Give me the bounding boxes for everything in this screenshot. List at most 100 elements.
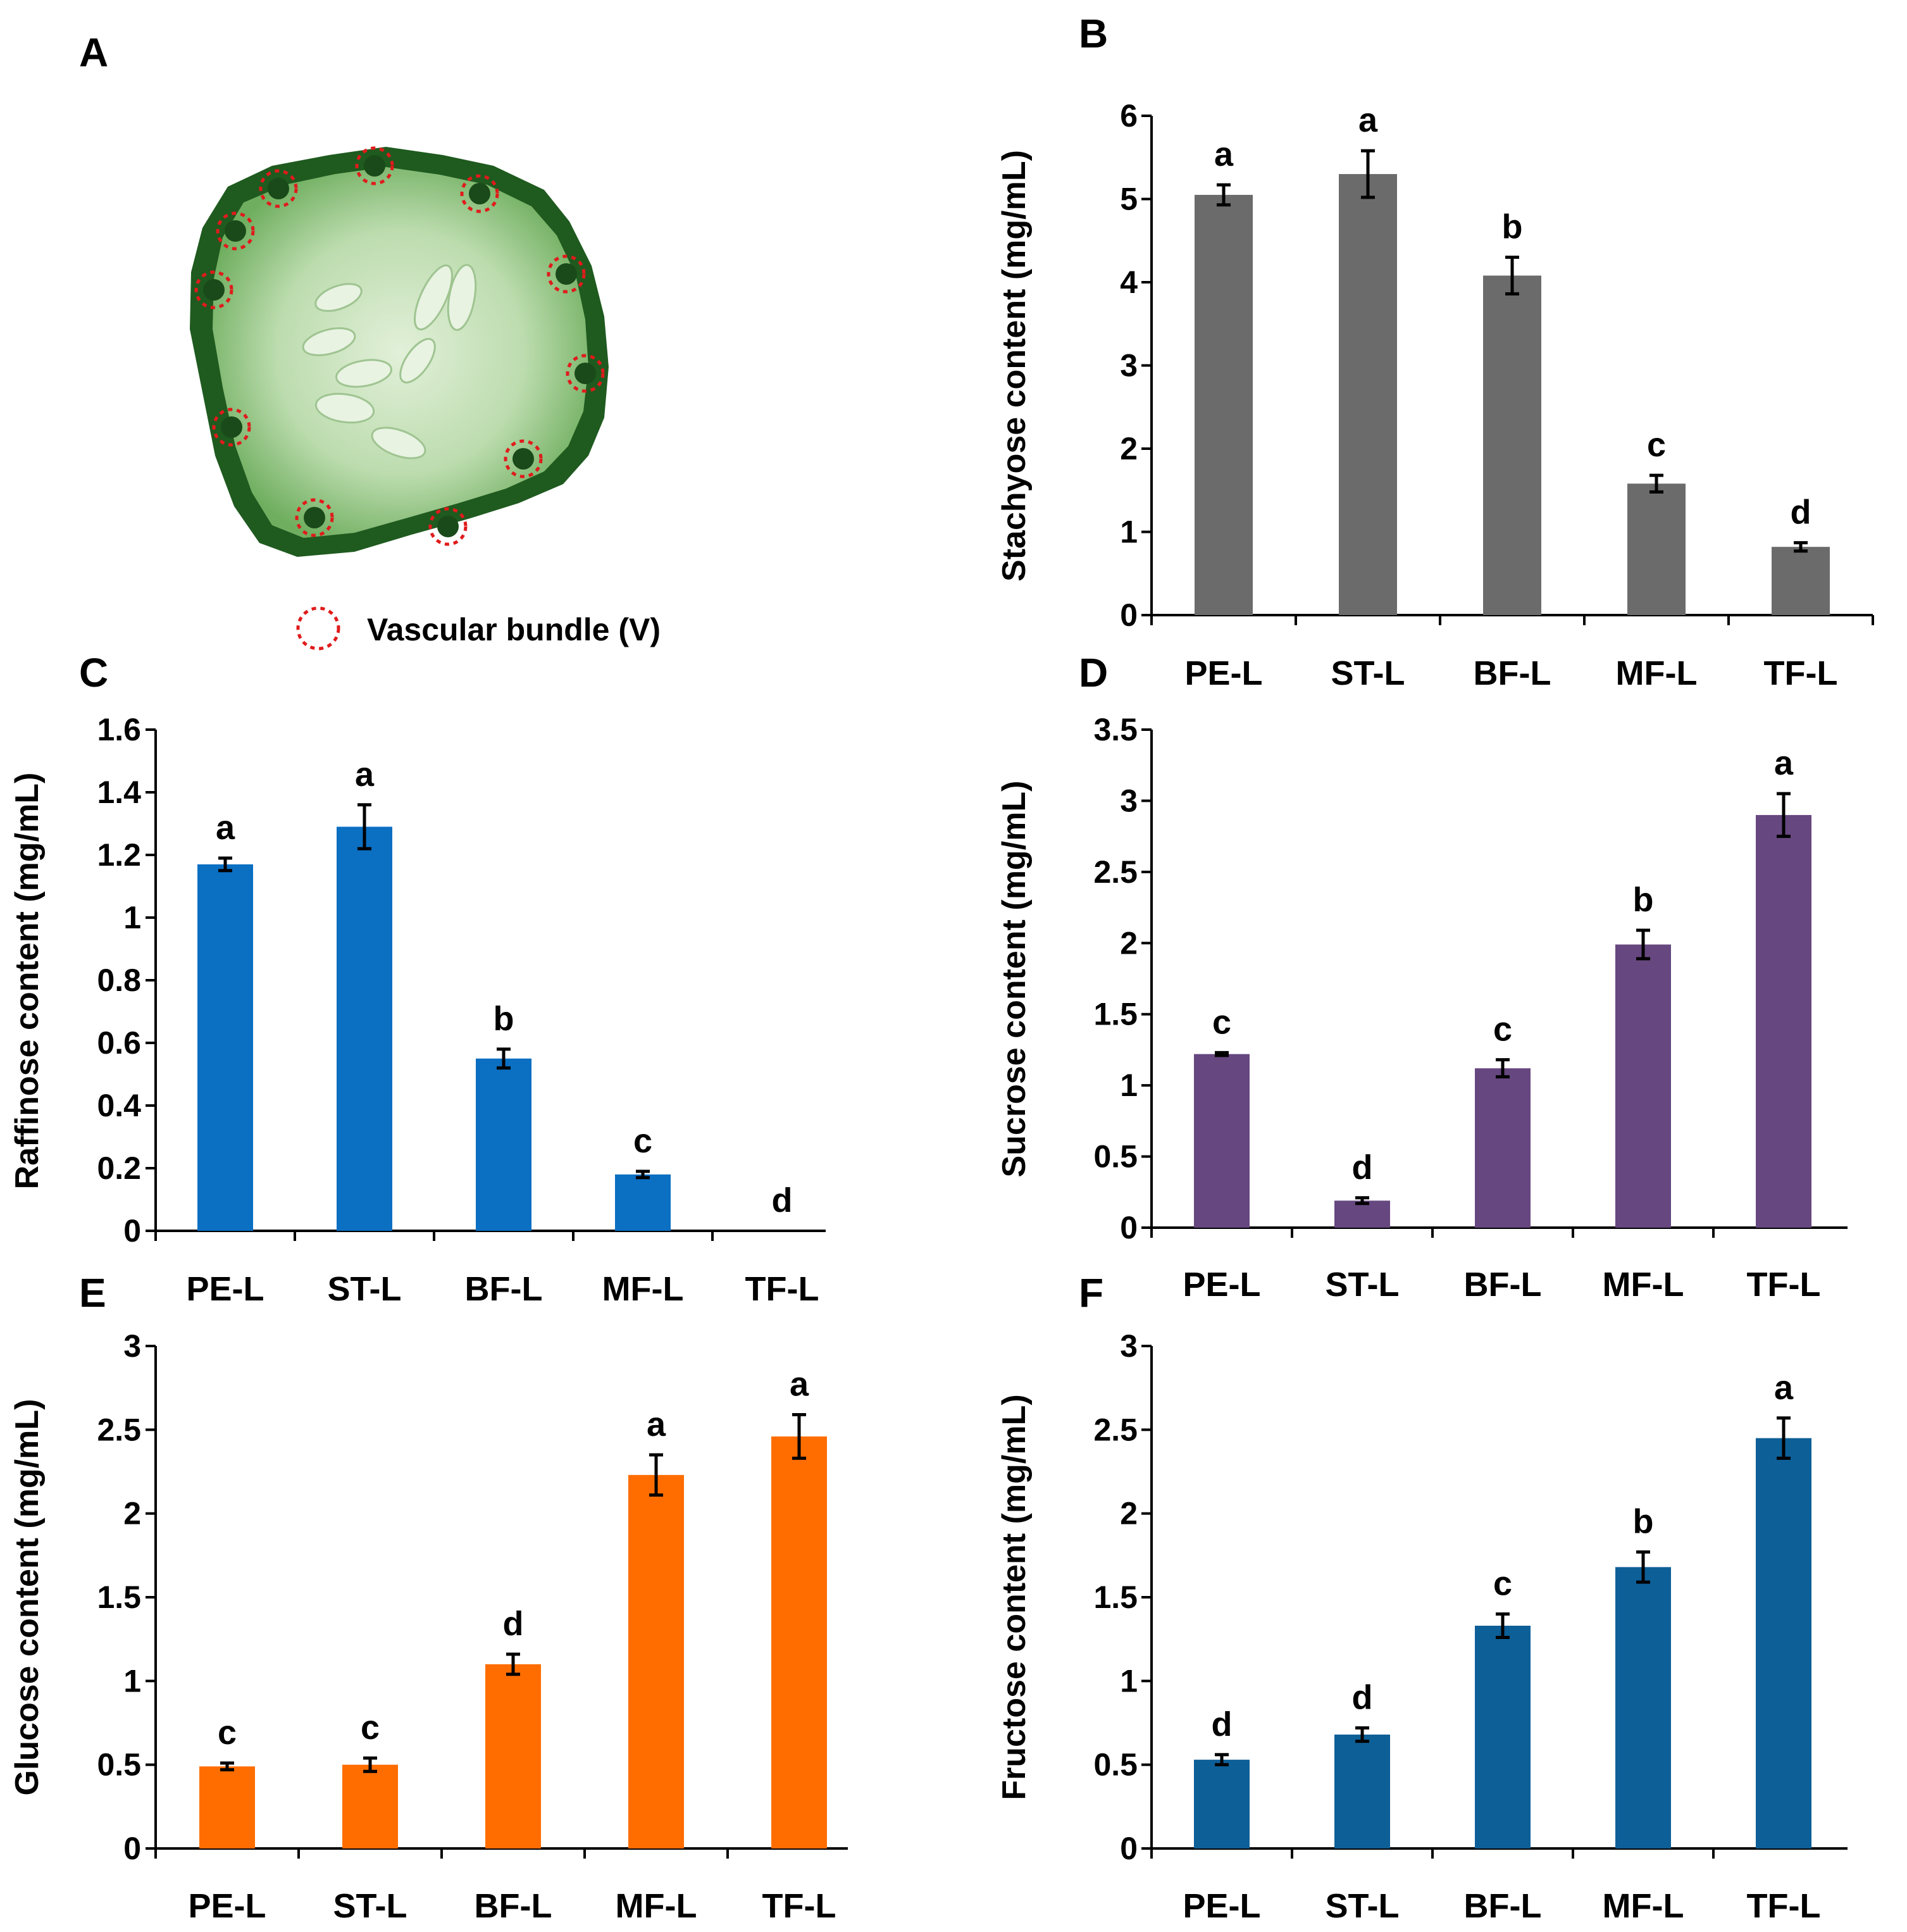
x-tick-label: MF-L: [1616, 654, 1698, 692]
x-tick-label: PE-L: [1183, 1887, 1260, 1925]
significance-letter: a: [1774, 1369, 1794, 1407]
bar-mf-l: [1615, 1567, 1671, 1848]
vascular-bundle-dot: [469, 183, 490, 204]
chart-panel-e: E Glucose content (mg/mL) 0 0.5 1 1.5 2 2.5 3 c PE…: [9, 1270, 848, 1925]
y-tick-label: 3.5: [1093, 712, 1138, 747]
significance-letter: c: [633, 1122, 652, 1160]
vascular-bundle-legend: Vascular bundle (V): [296, 606, 661, 651]
vascular-bundle-marker: [428, 507, 468, 546]
vascular-bundle-dot: [556, 263, 577, 285]
y-tick-label: 2.5: [1093, 1412, 1138, 1447]
y-tick-label: 1.5: [97, 1580, 141, 1615]
vascular-bundle-marker: [355, 146, 394, 185]
bar-mf-l: [628, 1474, 684, 1848]
significance-letter: a: [1774, 744, 1794, 782]
cucumber-flesh: [213, 167, 588, 538]
y-tick-label: 1: [1120, 1068, 1138, 1103]
significance-letter: d: [1352, 1149, 1373, 1187]
bar-mf-l: [1615, 944, 1671, 1228]
x-tick-label: PE-L: [186, 1270, 264, 1308]
y-tick-label: 0: [1120, 1831, 1138, 1866]
x-tick-label: ST-L: [1326, 1266, 1400, 1304]
significance-letter: b: [1502, 208, 1523, 246]
vascular-bundle-dot: [203, 279, 225, 301]
y-tick-label: 0: [123, 1831, 141, 1866]
bar-tf-l: [1756, 1438, 1811, 1848]
x-tick-label: MF-L: [602, 1270, 684, 1308]
y-tick-label: 1: [123, 1663, 141, 1698]
y-tick-label: 5: [1120, 182, 1138, 217]
y-tick-label: 0.5: [97, 1747, 141, 1783]
significance-letter: a: [647, 1405, 666, 1443]
vascular-bundle-marker: [547, 254, 586, 294]
x-tick-label: MF-L: [1603, 1887, 1684, 1925]
y-tick-label: 3: [1120, 1328, 1138, 1364]
y-tick-label: 0: [1120, 1210, 1138, 1245]
y-axis-label: Fructose content (mg/mL): [996, 1394, 1033, 1800]
vascular-bundle-marker: [194, 270, 233, 309]
chart-panel-c: C Raffinose content (mg/mL) 0 0.2 0.4 0.6 0.8 1…: [9, 650, 826, 1308]
y-axis-label: Stachyose content (mg/mL): [996, 150, 1033, 582]
x-tick-label: TF-L: [1747, 1887, 1821, 1925]
bar-pe-l: [1194, 1759, 1250, 1848]
bar-bf-l: [1483, 275, 1541, 616]
y-tick-label: 2: [1120, 1496, 1138, 1531]
y-tick-label: 1.2: [97, 837, 141, 873]
significance-letter: c: [361, 1709, 380, 1747]
y-tick-label: 1: [123, 900, 141, 935]
x-tick-label: BF-L: [465, 1270, 543, 1308]
x-tick-label: ST-L: [1326, 1887, 1400, 1925]
y-tick-label: 0.6: [97, 1025, 141, 1061]
vascular-bundle-marker: [566, 354, 605, 393]
y-axis-label: Raffinose content (mg/mL): [9, 773, 46, 1190]
vascular-bundle-dot: [268, 178, 289, 199]
significance-letter: a: [790, 1366, 809, 1404]
bar-bf-l: [476, 1058, 531, 1231]
x-tick-label: MF-L: [616, 1887, 697, 1925]
y-tick-label: 2.5: [97, 1412, 141, 1447]
x-tick-label: TF-L: [1747, 1266, 1821, 1304]
bar-tf-l: [1756, 814, 1811, 1228]
y-tick-label: 1.6: [97, 712, 141, 747]
panel-letter: E: [79, 1270, 106, 1316]
y-tick-label: 3: [1120, 348, 1138, 383]
x-tick-label: BF-L: [1464, 1887, 1542, 1925]
bar-tf-l: [771, 1436, 827, 1848]
x-tick-label: TF-L: [1764, 654, 1838, 692]
bar-tf-l: [1772, 547, 1830, 615]
significance-letter: a: [355, 756, 375, 794]
chart-panel-f: F Fructose content (mg/mL) 0 0.5 1 1.5 2 2.5 3 d P…: [996, 1270, 1848, 1925]
vascular-bundle-dot: [364, 155, 385, 177]
bar-bf-l: [485, 1664, 541, 1848]
significance-letter: a: [216, 809, 235, 847]
significance-letter: c: [218, 1714, 237, 1752]
y-tick-label: 2: [1120, 431, 1138, 466]
x-tick-label: ST-L: [333, 1887, 407, 1925]
bar-st-l: [337, 826, 392, 1231]
y-tick-label: 0.2: [97, 1150, 141, 1186]
cucumber-seeds: [302, 264, 477, 459]
significance-letter: d: [1791, 494, 1811, 532]
y-axis-label: Sucrose content (mg/mL): [996, 781, 1033, 1178]
significance-letter: c: [1493, 1011, 1512, 1049]
bar-pe-l: [197, 864, 253, 1231]
significance-letter: a: [1358, 101, 1378, 139]
x-tick-label: PE-L: [1184, 654, 1262, 692]
vascular-bundle-marker: [259, 169, 298, 208]
vascular-bundle-markers: [194, 146, 605, 546]
y-tick-label: 0: [123, 1213, 141, 1249]
bar-pe-l: [199, 1766, 255, 1848]
vascular-bundle-dot: [575, 363, 596, 384]
significance-letter: b: [494, 1000, 514, 1038]
y-tick-label: 0.5: [1093, 1747, 1138, 1783]
bar-st-l: [1334, 1200, 1390, 1228]
y-tick-label: 2: [1120, 925, 1138, 961]
panel-a: A Vascular bundle (V): [79, 30, 661, 651]
y-tick-label: 0.8: [97, 963, 141, 998]
significance-letter: d: [1352, 1678, 1373, 1716]
panel-letter: D: [1079, 650, 1108, 695]
vascular-bundle-legend-marker: [296, 606, 340, 651]
vascular-bundle-dot: [304, 507, 325, 528]
y-tick-label: 1: [1120, 514, 1138, 550]
